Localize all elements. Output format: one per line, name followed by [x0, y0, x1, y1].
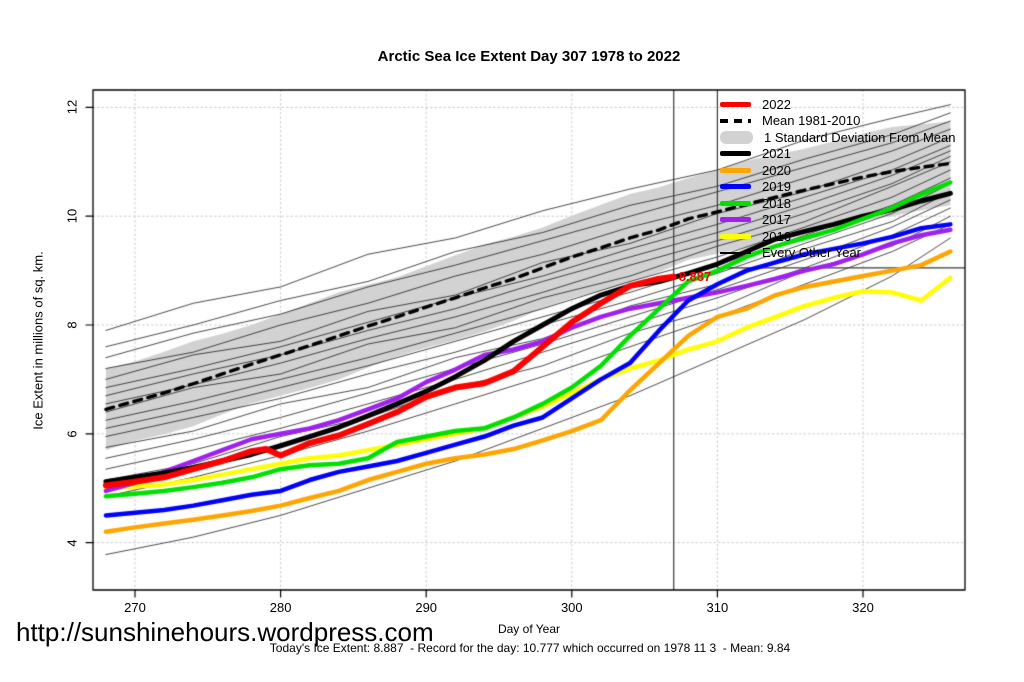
y-tick-6: 6 [64, 430, 80, 438]
legend-label: 2020 [762, 162, 791, 178]
watermark-url: http://sunshinehours.wordpress.com [16, 617, 434, 647]
current-extent-label: 8.887 [678, 268, 712, 284]
legend-item-mean-1981-2010: Mean 1981-2010 [720, 113, 860, 129]
legend-label: 2017 [762, 212, 791, 228]
legend-item-2019: 2019 [720, 179, 791, 195]
legend-item-1-standard-deviation-from-mean: 1 Standard Deviation From Mean [720, 129, 955, 145]
legend-swatch-line [720, 151, 751, 157]
footer-stats: Today's Ice Extent: 8.887 - Record for t… [269, 641, 791, 655]
y-tick-12: 12 [64, 100, 80, 115]
x-tick-320: 320 [852, 600, 874, 615]
legend-swatch-line [720, 167, 751, 173]
legend-swatch-line [720, 233, 751, 239]
legend-label: Mean 1981-2010 [762, 113, 861, 129]
legend-swatch-dashed [720, 118, 751, 123]
y-tick-4: 4 [64, 538, 80, 547]
x-tick-310: 310 [706, 600, 729, 615]
legend-item-2020: 2020 [720, 162, 791, 178]
legend-label: Every Other Year [762, 245, 861, 261]
legend-item-every-other-year: Every Other Year [720, 245, 861, 261]
legend-swatch-thin [720, 251, 751, 254]
legend-label: 1 Standard Deviation From Mean [764, 129, 956, 145]
y-tick-8: 8 [64, 321, 80, 329]
legend-swatch-line [720, 184, 751, 190]
x-tick-280: 280 [269, 600, 292, 615]
x-tick-290: 290 [415, 600, 438, 615]
x-tick-300: 300 [560, 600, 583, 615]
legend-swatch-line [720, 200, 751, 206]
legend-swatch-line [720, 217, 751, 223]
legend-swatch-band [720, 130, 753, 144]
legend-item-2021: 2021 [720, 146, 791, 162]
legend-label: 2021 [762, 146, 791, 162]
legend-item-2016: 2016 [720, 228, 791, 244]
x-axis-label: Day of Year [497, 622, 561, 636]
legend-swatch-line [720, 101, 751, 107]
legend-item-2022: 2022 [720, 96, 791, 112]
legend-label: 2016 [762, 228, 791, 244]
legend-item-2017: 2017 [720, 212, 791, 228]
chart-title: Arctic Sea Ice Extent Day 307 1978 to 20… [377, 48, 681, 65]
y-axis-label: Ice Extent in millions of sq. km. [30, 251, 46, 430]
legend-label: 2018 [762, 195, 791, 211]
legend-label: 2022 [762, 96, 791, 112]
x-tick-270: 270 [124, 600, 146, 615]
legend-item-2018: 2018 [720, 195, 791, 211]
legend-label: 2019 [762, 179, 791, 195]
y-tick-10: 10 [64, 208, 80, 224]
